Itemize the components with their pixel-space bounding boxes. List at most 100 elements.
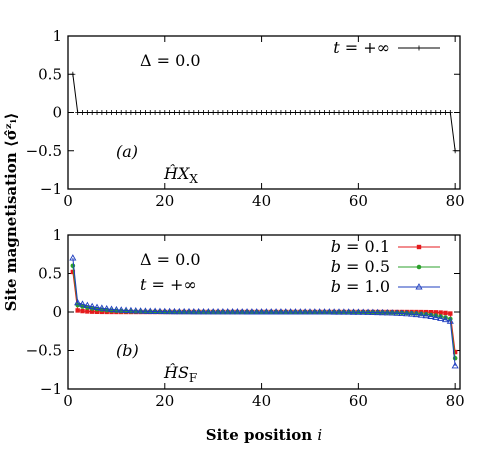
data-point (369, 308, 377, 315)
data-point (199, 307, 208, 315)
data-point (354, 308, 362, 315)
y-tick-label: −0.5 (26, 342, 62, 360)
data-point (132, 307, 140, 314)
annotation-hamiltonian: ĤSF (163, 362, 197, 385)
data-point (166, 307, 174, 315)
data-point (443, 310, 448, 316)
data-point (259, 110, 265, 115)
data-point (272, 308, 280, 315)
data-point (346, 110, 352, 115)
y-axis-title: Site magnetisation ⟨σ̂ᶻᵢ⟩ (2, 113, 20, 312)
data-point (446, 317, 454, 324)
data-point (428, 310, 434, 315)
data-point (311, 308, 319, 315)
annotation-hamiltonian-symbol: ĤS (163, 362, 189, 382)
data-point (138, 110, 144, 115)
data-point (185, 307, 193, 315)
legend-swatch-marker (415, 283, 423, 290)
data-point (238, 308, 246, 315)
data-point (417, 311, 425, 318)
data-point (210, 110, 216, 115)
data-point (408, 310, 416, 317)
data-point (141, 307, 149, 314)
data-point (112, 305, 120, 313)
data-point (195, 307, 203, 315)
data-point (170, 307, 179, 315)
data-point (254, 110, 260, 115)
data-point (393, 309, 401, 316)
data-point (107, 305, 116, 312)
data-point (180, 307, 188, 315)
data-point (151, 307, 159, 314)
data-point (204, 308, 212, 315)
data-point (448, 311, 453, 316)
data-point (109, 110, 115, 115)
data-point (452, 349, 458, 355)
data-point (388, 309, 396, 316)
data-point (302, 110, 308, 115)
data-point (171, 110, 177, 115)
data-point (291, 308, 300, 315)
annotation-hamiltonian-symbol: ĤX (163, 163, 190, 183)
legend-var: b (331, 277, 341, 296)
data-point (383, 308, 391, 316)
data-point (84, 110, 90, 115)
data-point (248, 308, 256, 315)
data-point (123, 110, 129, 115)
data-point (196, 110, 202, 115)
data-point (176, 110, 182, 115)
data-point (220, 110, 226, 115)
data-point (433, 110, 439, 115)
data-point (359, 308, 367, 315)
annotation-time-value: = +∞ (146, 275, 196, 294)
annotation-panel-label: (a) (116, 142, 138, 161)
y-tick-label: 1 (52, 226, 62, 244)
data-point (336, 110, 342, 115)
annotation-hamiltonian-sub: F (189, 371, 197, 385)
x-tick-label: 40 (252, 392, 271, 410)
data-point (94, 110, 100, 115)
data-point (190, 307, 198, 315)
data-point (230, 110, 236, 115)
data-point (147, 110, 153, 115)
x-tick-label: 60 (349, 392, 368, 410)
data-point (452, 355, 458, 361)
x-tick-label: 80 (446, 192, 465, 210)
legend-var: t (333, 38, 340, 57)
data-point (267, 308, 275, 315)
data-point (283, 110, 289, 115)
legend-value: = 0.5 (341, 257, 390, 276)
data-point (404, 110, 410, 115)
data-point (191, 110, 197, 115)
data-point (175, 307, 183, 315)
data-point (433, 310, 439, 315)
data-point (98, 304, 106, 311)
y-tick-label: −0.5 (26, 142, 62, 160)
annotation-time-var: t (140, 275, 147, 294)
legend-swatch-marker (416, 244, 422, 250)
data-point (152, 110, 158, 115)
data-point (297, 110, 303, 115)
series-line (72, 258, 456, 366)
data-point (70, 71, 76, 77)
data-point (186, 110, 192, 115)
data-point (282, 308, 290, 315)
data-point (292, 110, 298, 115)
data-point (234, 110, 240, 115)
data-point (89, 110, 95, 115)
data-point (428, 110, 434, 115)
data-point (89, 309, 95, 314)
data-point (75, 308, 80, 313)
legend-label: b = 1.0 (331, 277, 390, 296)
data-point (239, 110, 245, 115)
data-point (301, 308, 309, 315)
data-point (364, 308, 372, 315)
data-point (277, 308, 285, 315)
data-point (278, 110, 284, 115)
data-point (437, 314, 445, 321)
data-point (370, 110, 376, 115)
data-point (262, 308, 270, 315)
data-point (233, 308, 241, 315)
annotation-time: t = +∞ (140, 275, 197, 294)
